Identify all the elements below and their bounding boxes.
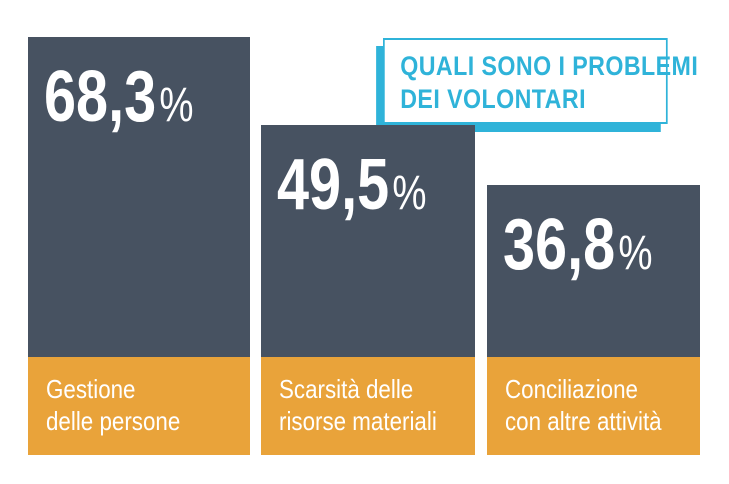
category-line-2: con altre attività bbox=[505, 406, 662, 436]
chart-title: QUALI SONO I PROBLEMI DEI VOLONTARI bbox=[383, 38, 699, 124]
category-label-gestione: Gestione delle persone bbox=[28, 357, 250, 455]
category-line-2: delle persone bbox=[46, 406, 181, 436]
value-unit: % bbox=[618, 227, 653, 280]
value-label-conciliazione: 36,8% bbox=[503, 209, 652, 281]
chart-title-line-2: DEI VOLONTARI bbox=[400, 84, 586, 114]
category-line-2: risorse materiali bbox=[279, 406, 437, 436]
category-line-1: Scarsità delle bbox=[279, 374, 414, 404]
value-unit: % bbox=[392, 167, 427, 220]
bar-conciliazione bbox=[487, 185, 700, 357]
category-line-1: Gestione bbox=[46, 374, 136, 404]
bar-gestione bbox=[28, 37, 250, 357]
value-number: 49,5 bbox=[277, 145, 390, 225]
value-number: 68,3 bbox=[44, 57, 157, 137]
category-line-1: Conciliazione bbox=[505, 374, 639, 404]
value-number: 36,8 bbox=[503, 205, 616, 285]
value-label-gestione: 68,3% bbox=[44, 61, 193, 133]
chart-title-line-1: QUALI SONO I PROBLEMI bbox=[400, 51, 699, 81]
value-label-scarsita: 49,5% bbox=[277, 149, 426, 221]
value-unit: % bbox=[159, 79, 194, 132]
bar-scarsita bbox=[261, 125, 475, 357]
category-label-scarsita: Scarsità delle risorse materiali bbox=[261, 357, 475, 455]
category-label-conciliazione: Conciliazione con altre attività bbox=[487, 357, 700, 455]
